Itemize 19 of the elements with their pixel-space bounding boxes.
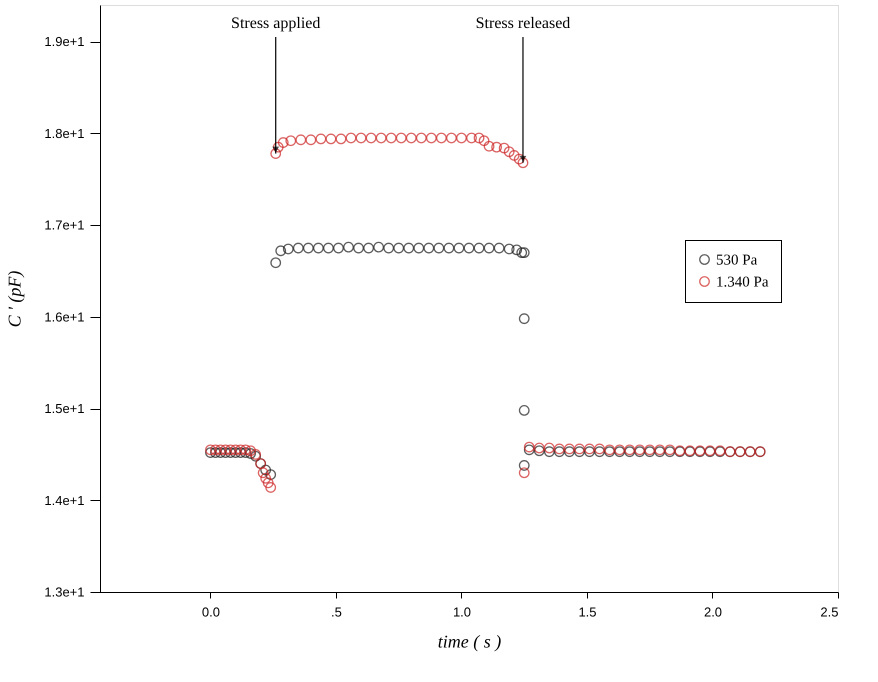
legend-label: 1.340 Pa [716, 274, 769, 290]
y-axis-title: C ' (pF) [4, 270, 24, 328]
legend-label: 530 Pa [716, 252, 758, 268]
x-tick-label: 2.0 [704, 604, 722, 620]
x-tick-label: 1.0 [452, 604, 472, 620]
y-tick-label: 1.3e+1 [44, 584, 84, 600]
x-tick-label: 0.0 [202, 604, 220, 620]
x-tick-label: .5 [331, 604, 342, 620]
x-tick-label: 2.5 [820, 604, 838, 620]
annotation: Stress released [476, 15, 570, 32]
y-tick-label: 1.5e+1 [44, 401, 84, 416]
annotation: Stress applied [231, 15, 320, 32]
x-tick-label: 1.5 [578, 604, 597, 620]
y-tick-label: 1.6e+1 [44, 309, 84, 324]
y-tick-label: 1.4e+1 [44, 492, 84, 508]
x-axis-title: time ( s ) [438, 632, 502, 652]
y-tick-label: 1.8e+1 [44, 126, 84, 141]
y-tick-label: 1.7e+1 [44, 218, 84, 233]
y-tick-label: 1.9e+1 [44, 34, 84, 50]
